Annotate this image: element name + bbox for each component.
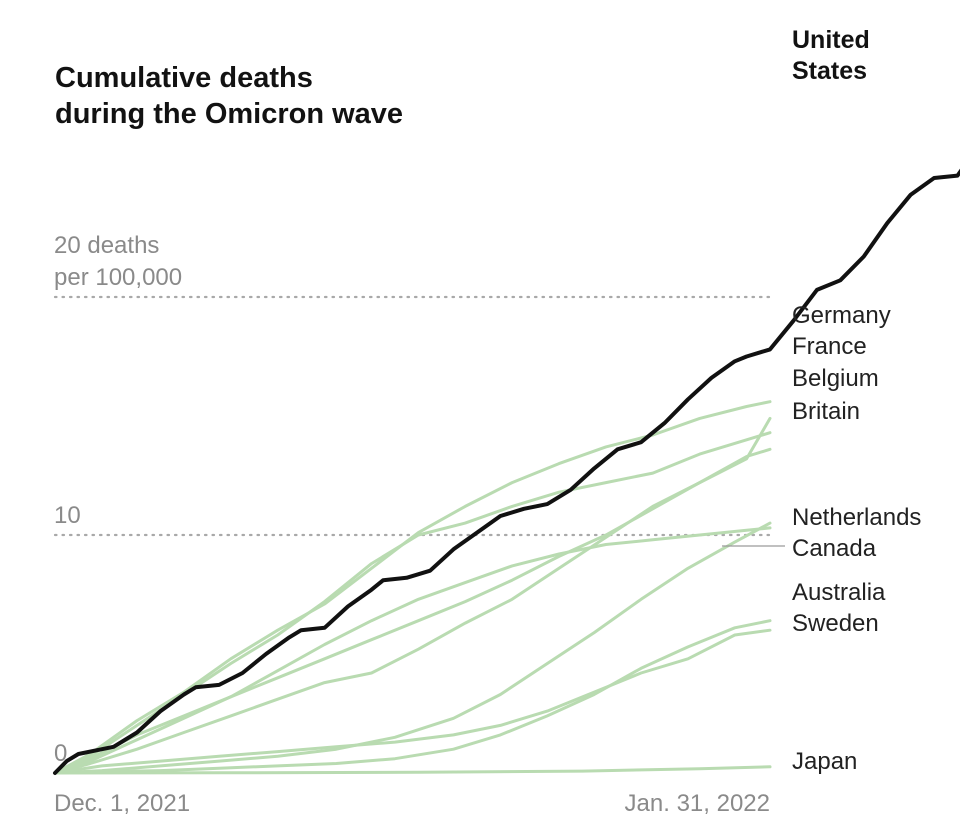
series-line-australia xyxy=(53,619,772,775)
series-label-netherlands: Netherlands xyxy=(792,504,921,531)
series-label-britain: Britain xyxy=(792,398,860,425)
series-line-sweden xyxy=(53,628,772,775)
y-tick-label: per 100,000 xyxy=(54,264,182,291)
axis-tick-labels: 0 10 20 deaths per 100,000 Dec. 1, 2021 Jan. … xyxy=(54,232,770,817)
series-labels: United States Germany France Belgium Britain N… xyxy=(722,26,921,775)
series-label-japan: Japan xyxy=(792,748,857,775)
gridlines xyxy=(53,295,772,537)
series-line-france xyxy=(53,416,772,775)
chart-title-line: Cumulative deaths xyxy=(55,62,313,94)
series-line-germany xyxy=(53,400,772,775)
series-line-netherlands xyxy=(53,526,772,775)
comparison-series-lines xyxy=(53,400,772,775)
series-label-france: France xyxy=(792,333,867,360)
chart-title-line: during the Omicron wave xyxy=(55,98,403,130)
series-label-germany: Germany xyxy=(792,302,891,329)
series-line-britain xyxy=(53,447,772,775)
y-tick-label: 0 xyxy=(54,740,67,767)
series-line-canada xyxy=(53,521,772,775)
series-line-japan xyxy=(53,765,772,775)
x-tick-label-start: Dec. 1, 2021 xyxy=(54,790,190,817)
y-tick-label: 10 xyxy=(54,502,81,529)
chart-title: Cumulative deaths during the Omicron wave xyxy=(55,62,403,130)
series-label-canada: Canada xyxy=(792,535,877,562)
y-tick-label: 20 deaths xyxy=(54,232,159,259)
series-label-australia: Australia xyxy=(792,579,886,606)
series-label-united-states: United xyxy=(792,26,870,54)
highlighted-series-line xyxy=(53,168,960,775)
series-label-sweden: Sweden xyxy=(792,610,879,637)
series-label-united-states: States xyxy=(792,57,867,85)
x-tick-label-end: Jan. 31, 2022 xyxy=(625,790,770,817)
series-label-belgium: Belgium xyxy=(792,365,879,392)
series-line-united-states xyxy=(53,168,960,775)
